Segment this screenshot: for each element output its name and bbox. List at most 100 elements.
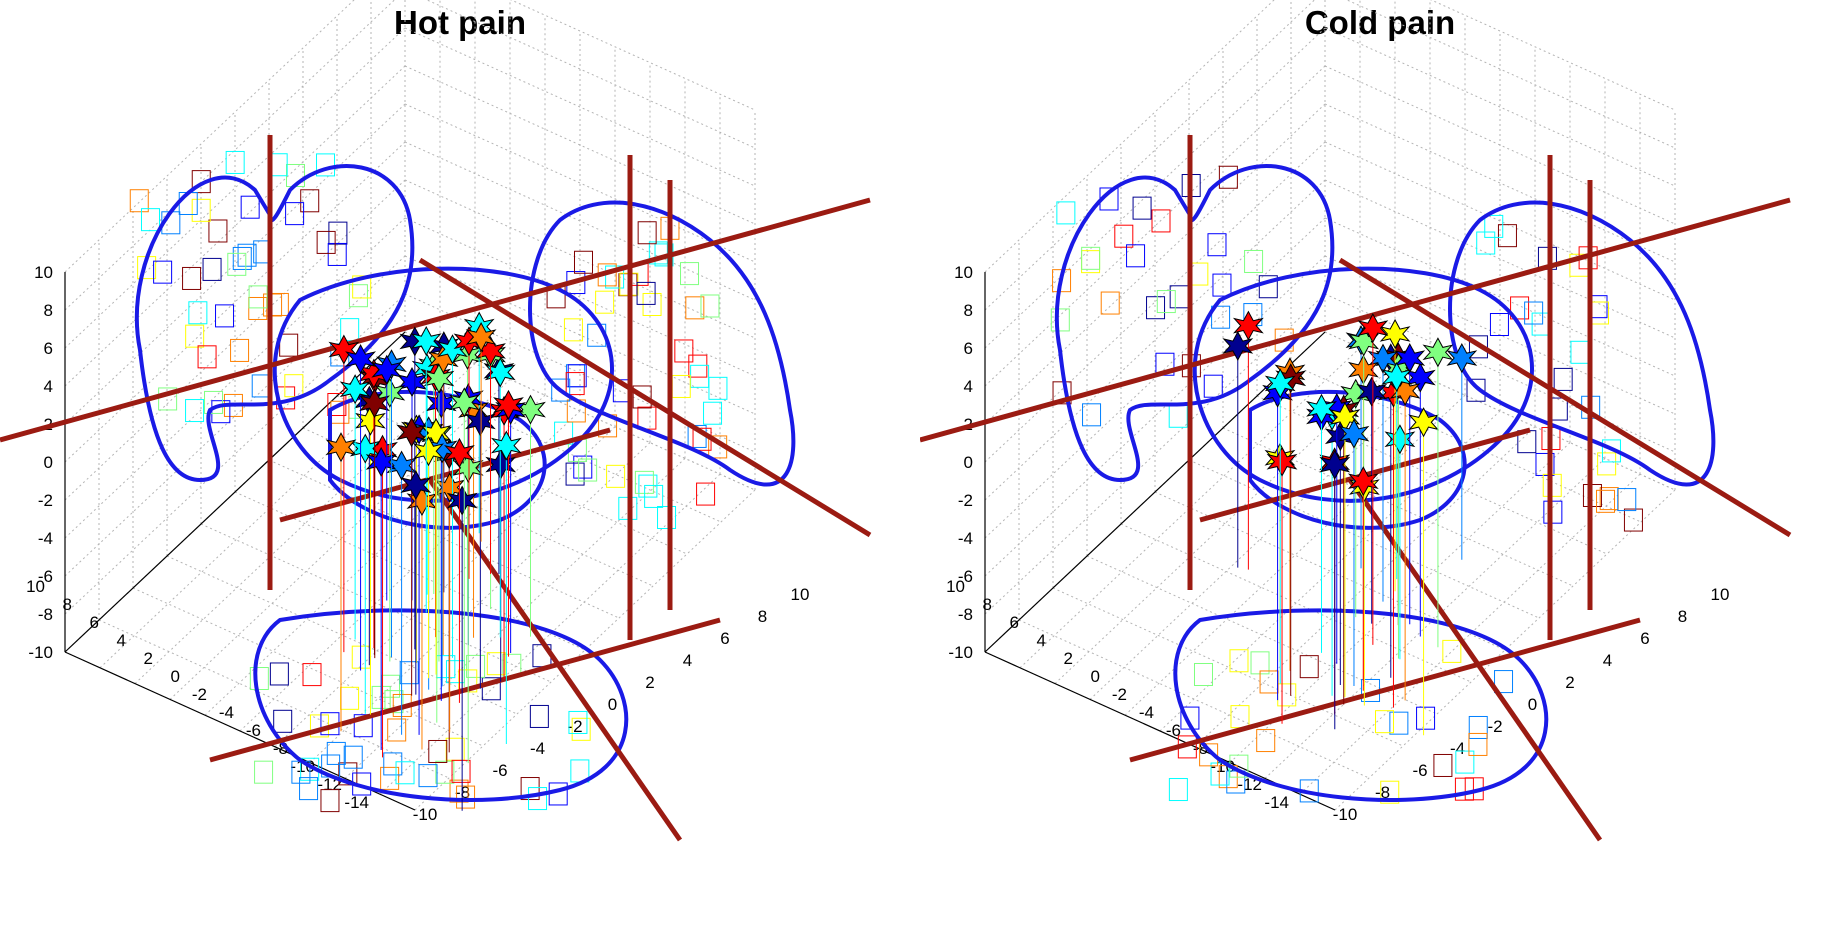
- projected-square-marker: [232, 246, 252, 270]
- projected-square-marker: [1623, 508, 1643, 532]
- star-marker: [1384, 424, 1416, 455]
- projected-square-marker: [573, 250, 593, 274]
- y-tick-label: -4: [1450, 739, 1465, 758]
- projected-square-marker: [1151, 209, 1171, 233]
- grid-line: [404, 27, 756, 187]
- projected-square-marker: [481, 677, 501, 701]
- star-marker: [400, 470, 432, 501]
- projected-square-marker: [1207, 233, 1227, 257]
- x-tick-label: 2: [144, 649, 153, 668]
- projected-square-marker: [300, 189, 320, 213]
- projected-square-marker: [1126, 244, 1146, 268]
- y-tick-label: 6: [720, 629, 729, 648]
- projected-square-marker: [1454, 777, 1474, 801]
- axis-rods: [0, 135, 872, 842]
- chart-plot-cold: 1086420-2-4-6-8-101086420-2-4-6-8-10-12-…: [920, 0, 1792, 842]
- projected-square-marker: [182, 266, 202, 290]
- projected-square-marker: [578, 458, 598, 482]
- projected-square-marker: [685, 296, 705, 320]
- star-marker: [1356, 376, 1388, 407]
- projected-square-marker: [327, 393, 347, 417]
- projected-square-marker: [1553, 367, 1573, 391]
- x-tick-label: 10: [946, 577, 965, 596]
- star-marker: [1357, 313, 1389, 344]
- markers: [1222, 310, 1478, 736]
- y-tick-label: 10: [1711, 585, 1730, 604]
- z-tick-label: 10: [954, 263, 973, 282]
- projected-square-marker: [1433, 753, 1453, 777]
- grid-line: [404, 103, 756, 263]
- y-tick-label: 4: [1603, 651, 1612, 670]
- star-marker: [1264, 368, 1296, 399]
- projected-square-marker: [1484, 214, 1504, 238]
- projected-square-marker: [185, 324, 205, 348]
- y-tick-label: 4: [683, 651, 692, 670]
- star-marker: [443, 437, 475, 468]
- projected-square-marker: [351, 645, 371, 669]
- x-tick-label: -4: [1139, 703, 1154, 722]
- z-tick-label: 8: [964, 301, 973, 320]
- z-tick-label: -6: [958, 567, 973, 586]
- z-tick-label: 8: [44, 301, 53, 320]
- z-tick-label: -10: [948, 643, 973, 662]
- grid-line: [132, 587, 484, 747]
- projected-square-marker: [428, 739, 448, 763]
- projected-square-marker: [1193, 663, 1213, 687]
- axis-rods: [920, 135, 1792, 842]
- projected-square-marker: [648, 241, 668, 265]
- projected-square-marker: [1114, 224, 1134, 248]
- projected-square-marker: [456, 785, 476, 809]
- z-tick-label: -2: [958, 491, 973, 510]
- x-tick-label: 8: [983, 595, 992, 614]
- y-tick-label: -10: [1333, 805, 1358, 824]
- projected-square-marker: [204, 390, 224, 414]
- star-marker: [475, 335, 506, 366]
- projected-square-marker: [320, 789, 340, 813]
- projected-square-marker: [273, 709, 293, 733]
- projected-square-marker: [565, 462, 585, 486]
- projected-square-marker: [606, 464, 626, 488]
- projected-square-marker: [418, 764, 438, 788]
- brain-outline-left-wall: [134, 164, 415, 483]
- projected-square-marker: [153, 260, 173, 284]
- projected-square-marker: [637, 221, 657, 245]
- grid-line: [239, 410, 581, 732]
- star-marker: [365, 446, 397, 478]
- star-marker: [1306, 393, 1337, 424]
- z-tick-label: 10: [34, 263, 53, 282]
- projected-square-marker: [140, 208, 160, 232]
- projected-square-marker: [284, 374, 304, 398]
- z-tick-label: 4: [964, 377, 973, 396]
- projected-square-marker: [435, 760, 455, 784]
- projected-square-marker: [348, 284, 368, 308]
- projected-square-marker: [548, 782, 568, 806]
- z-tick-label: -4: [38, 529, 53, 548]
- projected-square-marker: [202, 257, 222, 281]
- projected-square-marker: [528, 787, 548, 811]
- star-marker: [465, 322, 497, 353]
- projected-square-marker: [1468, 715, 1488, 739]
- projected-square-marker: [1599, 487, 1619, 511]
- grid-line: [1018, 619, 1370, 779]
- axis-rod: [427, 478, 683, 842]
- z-tick-label: 0: [964, 453, 973, 472]
- projected-square-marker: [688, 354, 708, 378]
- projected-square-marker: [1543, 500, 1563, 524]
- projected-square-marker: [129, 189, 149, 213]
- projected-square-marker: [1535, 452, 1555, 476]
- grid-line: [200, 523, 552, 683]
- projected-square-marker: [1168, 404, 1188, 428]
- projected-square-marker: [1212, 273, 1232, 297]
- projected-square-marker: [1455, 750, 1475, 774]
- star-marker: [423, 363, 455, 394]
- z-tick-label: 4: [44, 377, 53, 396]
- projected-square-marker: [1244, 249, 1264, 273]
- x-tick-label: -4: [219, 703, 234, 722]
- grid-line: [1052, 587, 1404, 747]
- projected-square-marker: [1052, 381, 1072, 405]
- star-marker: [1319, 449, 1351, 480]
- projected-square-marker: [1510, 296, 1530, 320]
- x-tick-label: -14: [344, 793, 369, 812]
- projected-square-marker: [353, 714, 373, 738]
- brain-outline-right-wall: [528, 200, 796, 487]
